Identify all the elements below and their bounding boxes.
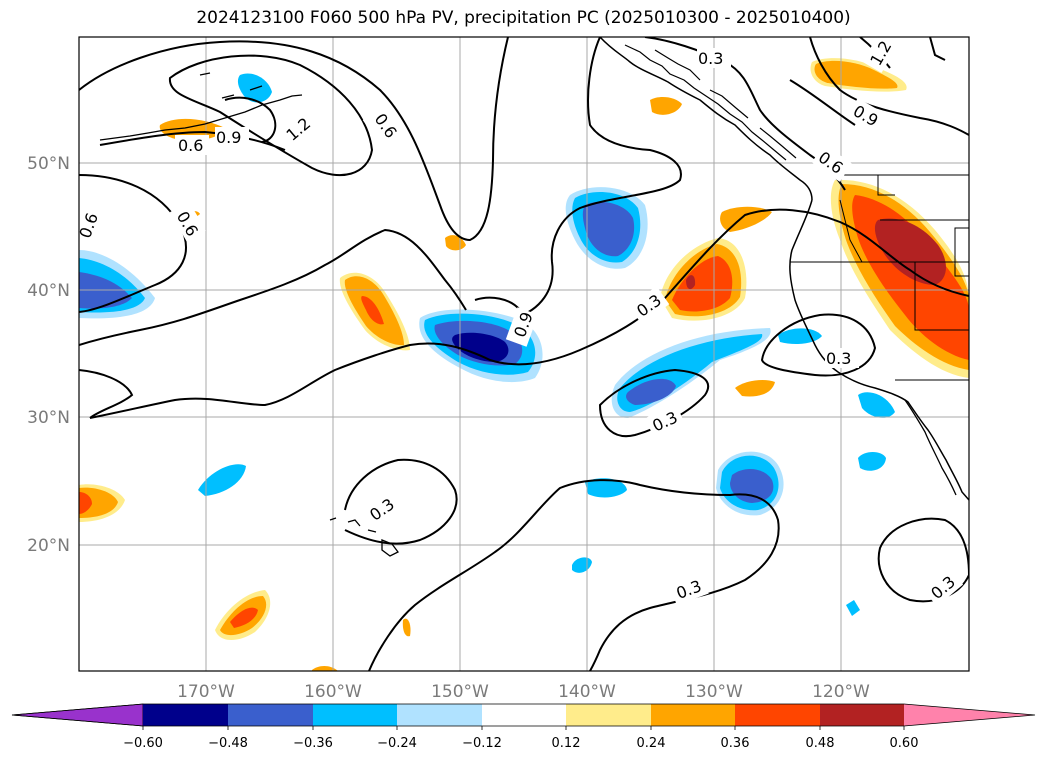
coastlines — [99, 37, 969, 557]
colorbar: −0.60 −0.48 −0.36 −0.24 −0.12 0.12 0.24 … — [11, 703, 1036, 751]
contour-label-0.6: 0.6 — [178, 136, 203, 155]
map-frame — [78, 36, 970, 672]
colorbar-tick-label: −0.48 — [208, 736, 248, 751]
colorbar-tick-label: 0.24 — [637, 736, 666, 751]
contour-label-0.3: 0.3 — [826, 349, 851, 368]
lat-label-40n: 40°N — [27, 281, 70, 301]
map-title: 2024123100 F060 500 hPa PV, precipitatio… — [196, 8, 851, 28]
lon-label-160w: 160°W — [304, 682, 362, 702]
colorbar-tick-label: −0.60 — [123, 736, 163, 751]
colorbar-segment — [651, 704, 735, 726]
colorbar-tick-label: 0.48 — [806, 736, 835, 751]
colorbar-tick-label: −0.12 — [462, 736, 502, 751]
colorbar-segment — [143, 704, 228, 726]
lon-label-140w: 140°W — [558, 682, 616, 702]
contour-label-0.9: 0.9 — [216, 128, 241, 147]
longitude-labels: 170°W 160°W 150°W 140°W 130°W 120°W — [177, 682, 870, 702]
lon-label-120w: 120°W — [812, 682, 870, 702]
latitude-labels: 50°N 40°N 30°N 20°N — [27, 154, 70, 556]
lon-label-150w: 150°W — [431, 682, 489, 702]
colorbar-segment — [820, 704, 904, 726]
colorbar-segment — [566, 704, 651, 726]
colorbar-segment — [313, 704, 397, 726]
colorbar-segment — [735, 704, 820, 726]
lat-label-30n: 30°N — [27, 408, 70, 428]
colorbar-segment — [482, 704, 566, 726]
plot-area: 0.3 0.6 1.2 0.9 0.6 0.6 0.6 0.9 1.2 0.6 … — [79, 37, 969, 671]
lon-label-170w: 170°W — [177, 682, 235, 702]
colorbar-extend-low — [11, 703, 144, 727]
lat-label-50n: 50°N — [27, 154, 70, 174]
colorbar-tick-label: 0.36 — [721, 736, 750, 751]
precipitation-shading — [79, 58, 969, 671]
colorbar-segment — [228, 704, 313, 726]
colorbar-tick-label: 0.12 — [552, 736, 581, 751]
colorbar-tick-label: −0.36 — [293, 736, 333, 751]
colorbar-ticks: −0.60 −0.48 −0.36 −0.24 −0.12 0.12 0.24 … — [123, 736, 918, 751]
lon-label-130w: 130°W — [685, 682, 743, 702]
contour-labels: 0.3 0.6 1.2 0.9 0.6 0.6 0.6 0.9 1.2 0.6 … — [79, 37, 964, 607]
contour-label-0.3: 0.3 — [698, 49, 723, 68]
lat-label-20n: 20°N — [27, 536, 70, 556]
colorbar-tick-label: −0.24 — [377, 736, 417, 751]
colorbar-extend-high — [904, 704, 1035, 726]
country-borders — [790, 174, 969, 381]
colorbar-tick-label: 0.60 — [890, 736, 919, 751]
colorbar-segment — [397, 704, 482, 726]
